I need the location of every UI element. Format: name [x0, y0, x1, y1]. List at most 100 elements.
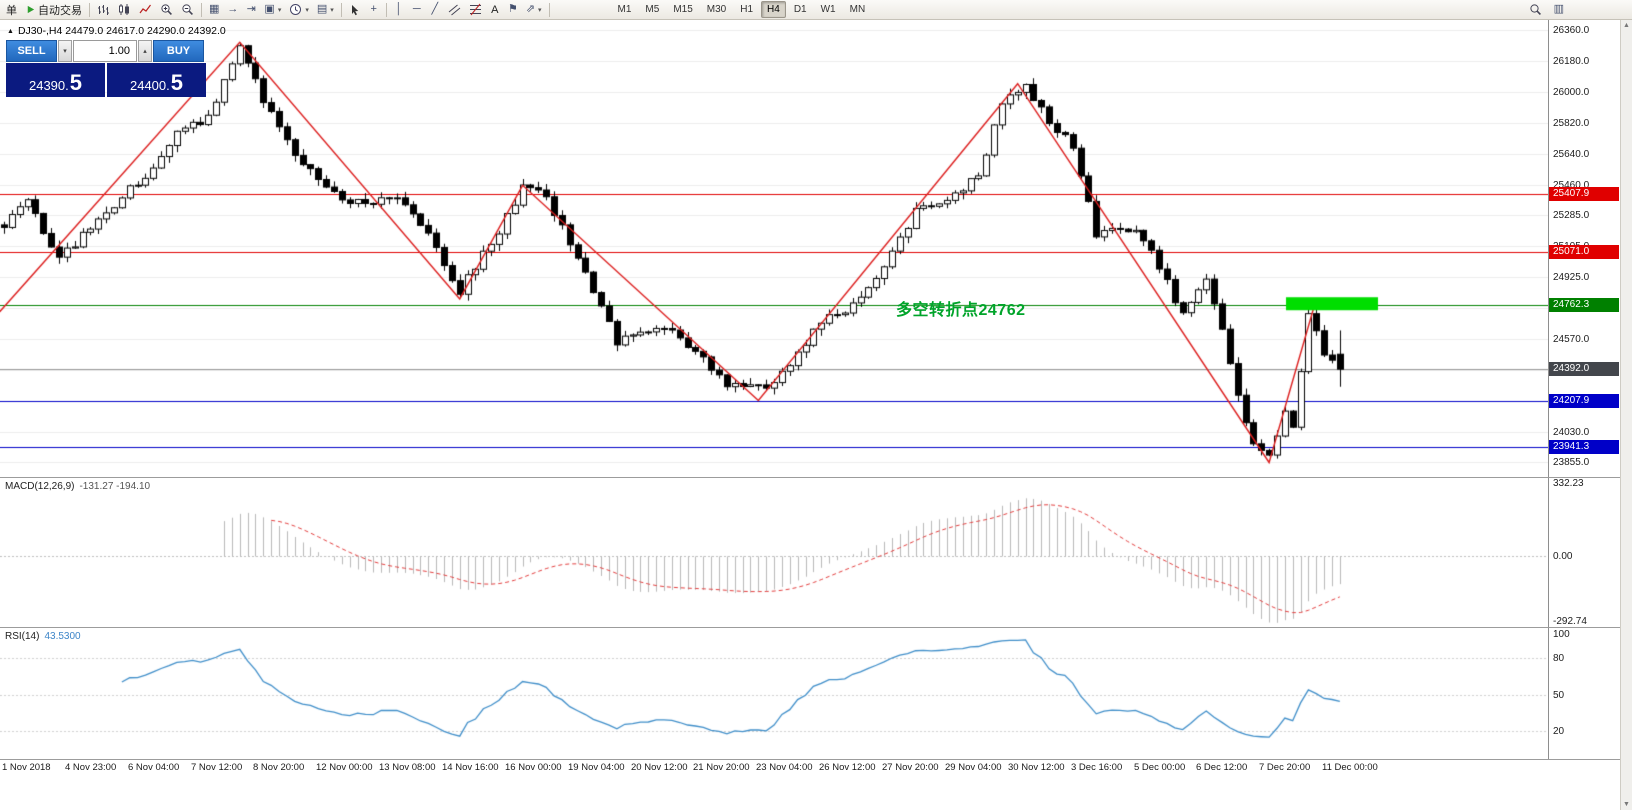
bar-chart-button[interactable] — [93, 1, 114, 19]
data-window-button[interactable]: ▥ — [1550, 1, 1568, 19]
price-axis-tick: 26360.0 — [1553, 25, 1590, 37]
new-chart-dropdown-icon[interactable]: ▾ — [277, 6, 282, 14]
cursor-button[interactable] — [345, 1, 365, 19]
periods-icon — [289, 3, 302, 16]
rsi-axis-tick: 20 — [1553, 725, 1565, 737]
new-chart-icon: ▣ — [264, 3, 275, 15]
price-axis-tick: 26180.0 — [1553, 56, 1590, 68]
autotrade-button[interactable]: 自动交易 — [21, 1, 86, 19]
data-window-icon: ▥ — [1553, 3, 1564, 15]
trendline-icon: ╱ — [431, 3, 439, 15]
zoom-in-button[interactable] — [156, 1, 177, 19]
macd-axis-tick: -292.74 — [1553, 616, 1587, 628]
macd-axis-tick: 0.00 — [1553, 551, 1573, 563]
periods-dropdown-icon[interactable]: ▾ — [305, 6, 309, 14]
line-chart-button[interactable] — [135, 1, 156, 19]
buy-price-display[interactable]: 24400. 5 — [107, 63, 206, 97]
time-axis-label: 6 Dec 12:00 — [1196, 762, 1248, 773]
panel-splitter[interactable] — [0, 477, 1620, 478]
label-tool-icon: ⚑ — [507, 3, 518, 15]
timeframe-m15-button[interactable]: M15 — [673, 4, 693, 15]
channel-button[interactable] — [444, 1, 465, 19]
trendline-button[interactable]: ╱ — [426, 1, 444, 19]
time-axis-label: 8 Nov 20:00 — [253, 762, 305, 773]
fibonacci-button[interactable] — [465, 1, 486, 19]
time-axis-label: 5 Dec 00:00 — [1134, 762, 1186, 773]
templates-dropdown-icon[interactable]: ▾ — [330, 6, 334, 14]
autotrade-label: 自动交易 — [38, 4, 82, 17]
price-axis-tick: 26000.0 — [1553, 87, 1590, 99]
price-axis-tick: 23855.0 — [1553, 456, 1590, 468]
panel-splitter[interactable] — [0, 759, 1620, 760]
text-tool-button[interactable]: A — [486, 1, 504, 19]
timeframe-w1-button[interactable]: W1 — [820, 4, 836, 15]
chart-shift-button[interactable]: ⇥ — [242, 1, 260, 19]
toolbar-separator — [548, 2, 550, 17]
buy-price-main: 24400. — [129, 78, 170, 93]
panel-splitter[interactable] — [0, 627, 1620, 628]
new-order-button[interactable]: 单 — [2, 1, 21, 19]
arrows-button[interactable]: ⇗ ▾ — [522, 1, 546, 19]
candlestick-chart-button[interactable] — [114, 1, 135, 19]
buy-button[interactable]: BUY — [153, 40, 204, 62]
timeframe-mn-button[interactable]: MN — [849, 4, 866, 15]
timeframe-m30-button[interactable]: M30 — [706, 4, 727, 15]
price-level-tag: 25407.9 — [1549, 187, 1619, 202]
vertical-scrollbar[interactable]: ▲ ▼ — [1620, 20, 1632, 810]
rsi-axis-tick: 80 — [1553, 653, 1565, 665]
trade-buttons-row: SELL ▾ ▴ BUY — [6, 40, 206, 62]
chart-annotation-text: 多空转折点24762 — [896, 302, 1026, 319]
timeframe-h1-button[interactable]: H1 — [740, 4, 754, 15]
scroll-up-icon[interactable]: ▲ — [1623, 22, 1630, 29]
sell-price-display[interactable]: 24390. 5 — [6, 63, 105, 97]
rsi-indicator-label: RSI(14) 43.5300 — [5, 631, 81, 642]
new-chart-button[interactable]: ▣ ▾ — [260, 1, 285, 19]
vertical-line-button[interactable]: │ — [390, 1, 408, 19]
time-axis-label: 29 Nov 04:00 — [945, 762, 1002, 773]
timeframe-m1-button[interactable]: M1 — [617, 4, 632, 15]
time-axis-label: 12 Nov 00:00 — [316, 762, 373, 773]
search-button[interactable] — [1525, 1, 1546, 19]
auto-scroll-button[interactable]: → — [223, 1, 242, 19]
price-axis-tick: 24030.0 — [1553, 426, 1590, 438]
symbol-ohlc-readout: ▲ DJ30-,H4 24479.0 24617.0 24290.0 24392… — [7, 25, 226, 37]
price-level-tag: 24392.0 — [1549, 362, 1619, 377]
periods-button[interactable]: ▾ — [285, 1, 313, 19]
time-axis-label: 3 Dec 16:00 — [1071, 762, 1123, 773]
main-toolbar: 单自动交易 ▦ → ⇥ ▣ ▾ ▾ ▤ ▾ + │ ─ ╱ A ⚑ ⇗ ▾ M1 M5 M15 M30 H1 H4 D1 W1 M… — [0, 0, 1632, 20]
cursor-icon — [349, 4, 361, 16]
collapse-triangle-icon[interactable]: ▲ — [7, 27, 14, 35]
time-axis-label: 7 Dec 20:00 — [1259, 762, 1311, 773]
toolbar-separator — [89, 2, 90, 17]
sell-button[interactable]: SELL — [6, 40, 57, 62]
zoom-out-button[interactable] — [177, 1, 198, 19]
chart-workspace: ▲ DJ30-,H4 24479.0 24617.0 24290.0 24392… — [0, 20, 1620, 810]
time-axis-label: 19 Nov 04:00 — [568, 762, 625, 773]
toolbar-separator — [340, 2, 342, 17]
macd-axis-tick: 332.23 — [1553, 478, 1584, 490]
volume-decrease-button[interactable]: ▾ — [58, 40, 72, 62]
macd-panel-canvas[interactable] — [0, 478, 1548, 628]
volume-increase-button[interactable]: ▴ — [138, 40, 152, 62]
time-axis-label: 27 Nov 20:00 — [882, 762, 939, 773]
label-tool-button[interactable]: ⚑ — [504, 1, 522, 19]
macd-values: -131.27 -194.10 — [79, 481, 151, 492]
templates-button[interactable]: ▤ ▾ — [313, 1, 338, 19]
buy-price-pips: 5 — [170, 70, 183, 95]
timeframe-m5-button[interactable]: M5 — [645, 4, 660, 15]
arrows-dropdown-icon[interactable]: ▾ — [537, 6, 542, 14]
volume-input[interactable] — [73, 40, 137, 62]
tile-windows-button[interactable]: ▦ — [205, 1, 223, 19]
timeframe-d1-button[interactable]: D1 — [793, 4, 807, 15]
search-icon — [1529, 3, 1542, 16]
autotrade-icon — [25, 4, 36, 15]
price-axis-tick: 25640.0 — [1553, 149, 1590, 161]
scroll-down-icon[interactable]: ▼ — [1623, 801, 1630, 808]
timeframe-h4-button[interactable]: H4 — [761, 1, 786, 18]
price-chart-canvas[interactable] — [0, 20, 1548, 478]
horizontal-line-button[interactable]: ─ — [408, 1, 426, 19]
crosshair-button[interactable]: + — [365, 1, 383, 19]
rsi-panel-canvas[interactable] — [0, 628, 1548, 760]
time-axis-label: 30 Nov 12:00 — [1008, 762, 1065, 773]
